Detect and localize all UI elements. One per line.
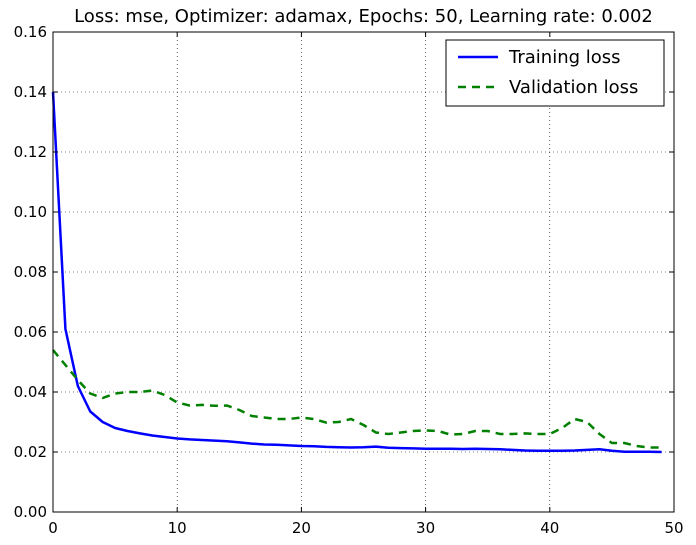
y-tick-label: 0.02 xyxy=(14,443,47,461)
y-tick-label: 0.16 xyxy=(14,23,47,41)
chart-title: Loss: mse, Optimizer: adamax, Epochs: 50… xyxy=(74,6,653,27)
y-tick-label: 0.00 xyxy=(14,503,47,521)
axis-ticks: 0 10 20 30 40 50 0.00 0.02 0.04 0.06 0.08 0.10 0.12 0… xyxy=(14,23,684,537)
x-tick-label: 20 xyxy=(292,519,311,537)
y-tick-label: 0.08 xyxy=(14,263,47,281)
x-tick-label: 30 xyxy=(416,519,435,537)
legend-label: Validation loss xyxy=(509,77,638,98)
series-lines xyxy=(51,91,662,454)
legend: Training loss Validation loss xyxy=(445,39,665,107)
y-tick-label: 0.14 xyxy=(14,83,47,101)
x-tick-label: 50 xyxy=(664,519,683,537)
y-tick-label: 0.10 xyxy=(14,203,47,221)
legend-box xyxy=(445,39,665,107)
legend-label: Training loss xyxy=(508,47,621,68)
series-line-training-loss xyxy=(51,91,662,454)
x-tick-label: 0 xyxy=(48,519,58,537)
y-tick-label: 0.12 xyxy=(14,143,47,161)
x-tick-label: 40 xyxy=(540,519,559,537)
y-tick-label: 0.04 xyxy=(14,383,47,401)
x-tick-label: 10 xyxy=(168,519,187,537)
y-tick-label: 0.06 xyxy=(14,323,47,341)
